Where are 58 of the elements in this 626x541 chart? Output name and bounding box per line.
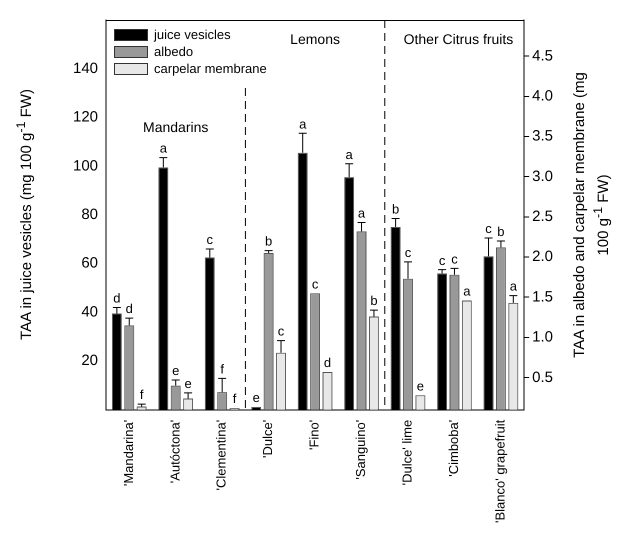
y2-tick-label: 1.5 (532, 288, 554, 306)
y2-tick-label: 3.0 (532, 168, 554, 185)
data-label: a (160, 140, 168, 156)
legend-label: carpelar membrane (154, 61, 267, 76)
data-label: b (265, 234, 272, 249)
y-tick-label: 80 (81, 206, 98, 224)
data-label: a (510, 278, 518, 294)
annotation: Mandarins (143, 118, 208, 135)
annotation: Other Citrus fruits (404, 30, 514, 47)
x-tick-label: 'Fino' (306, 420, 322, 450)
legend-label: albedo (154, 44, 194, 59)
x-tick-label: 'Dulce' (260, 420, 276, 458)
data-label: b (370, 293, 378, 308)
y-tick-label: 20 (81, 352, 98, 370)
data-label: d (324, 355, 332, 370)
y2-tick-label: 2.0 (532, 248, 554, 266)
y2-tick-label: 0.5 (532, 368, 554, 386)
data-label: d (126, 301, 133, 316)
data-label: e (416, 378, 424, 394)
x-tick-label: 'Mandarina' (120, 420, 136, 486)
data-label: b (392, 202, 400, 217)
y2-tick-label: 1.0 (532, 328, 554, 346)
x-tick-label: 'Cimboba' (446, 420, 462, 477)
data-label: e (184, 376, 192, 391)
data-label: c (278, 324, 285, 339)
legend-label: juice vesicles (154, 27, 231, 42)
data-label: a (463, 284, 472, 299)
data-label: e (172, 363, 180, 378)
y2-tick-label: 4.5 (532, 47, 554, 64)
data-label: e (252, 390, 260, 405)
data-label: c (312, 276, 319, 292)
y2-tick-label: 2.5 (532, 208, 554, 226)
x-tick-label: 'Sanguino' (353, 420, 368, 480)
x-tick-label: 'Dulce' lime (400, 420, 415, 486)
y-tick-label: 40 (81, 303, 98, 320)
data-label: c (404, 244, 412, 260)
y-tick-label: 140 (72, 60, 98, 77)
data-label: a (358, 206, 366, 221)
data-label: c (438, 252, 446, 268)
data-label: f (232, 391, 237, 406)
data-label: d (113, 290, 120, 306)
data-label: a (299, 116, 308, 132)
y-tick-label: 60 (81, 254, 98, 272)
data-label: f (220, 361, 224, 376)
data-label: a (346, 146, 354, 162)
data-label: c (485, 221, 492, 236)
y2-tick-label: 3.5 (532, 128, 554, 145)
x-tick-label: 'Blanco' grapefruit (492, 419, 508, 524)
data-label: f (140, 387, 144, 402)
x-tick-label: 'Clementina' (214, 420, 229, 490)
data-label: c (451, 251, 458, 266)
data-label: b (497, 224, 505, 240)
x-tick-label: 'Autóctona' (167, 420, 182, 484)
y-tick-label: 120 (72, 108, 98, 126)
annotation: Lemons (290, 30, 340, 47)
y-tick-label: 100 (72, 157, 98, 174)
y2-tick-label: 4.0 (532, 87, 554, 104)
data-label: c (206, 232, 214, 248)
